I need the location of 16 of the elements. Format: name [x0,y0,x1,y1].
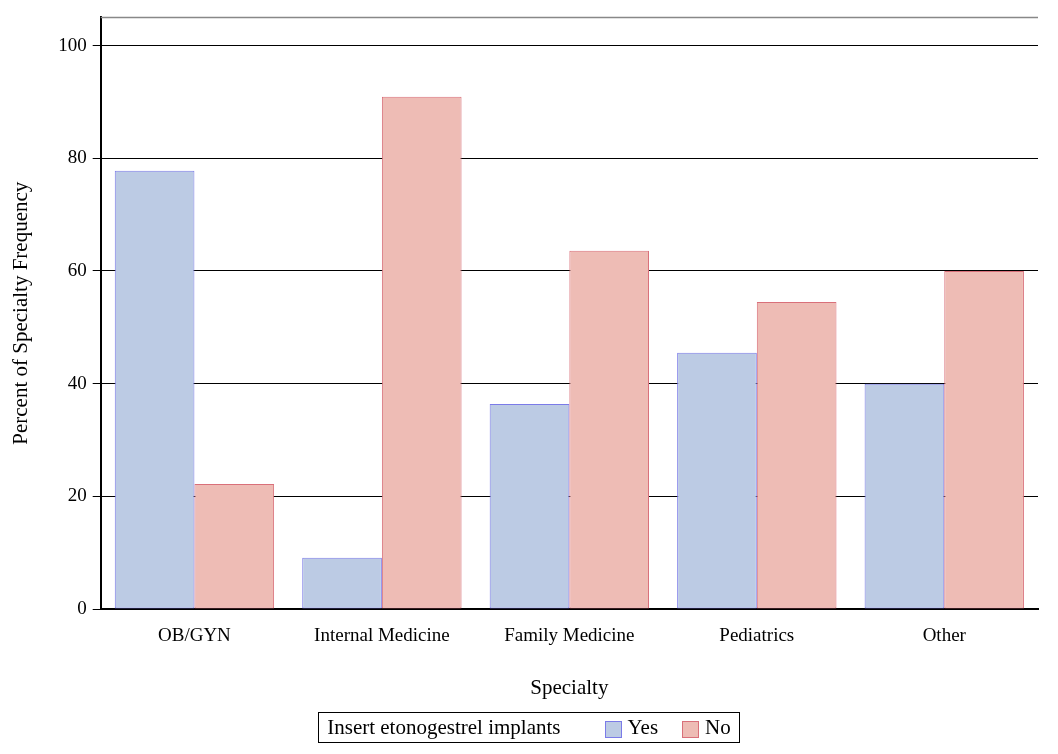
y-tick-label: 100 [58,33,87,55]
x-tick-label: OB/GYN [158,624,232,646]
x-tick-label: Pediatrics [719,624,795,646]
legend-label: No [704,715,731,740]
y-tick-label: 0 [77,596,87,618]
y-tick-label: 20 [67,484,87,506]
y-tick-label: 40 [67,371,87,393]
y-tick-label: 80 [67,146,87,168]
y-tick-label: 60 [67,258,87,280]
legend-title: Insert etonogestrel implants [327,715,561,740]
x-axis-title: Specialty [530,674,609,699]
x-tick-label: Internal Medicine [314,624,450,646]
x-tick-label: Other [922,624,967,646]
x-tick-label: Family Medicine [504,624,635,646]
legend-label: Yes [626,715,659,740]
y-axis-title: Percent of Specialty Frequency [8,181,33,445]
